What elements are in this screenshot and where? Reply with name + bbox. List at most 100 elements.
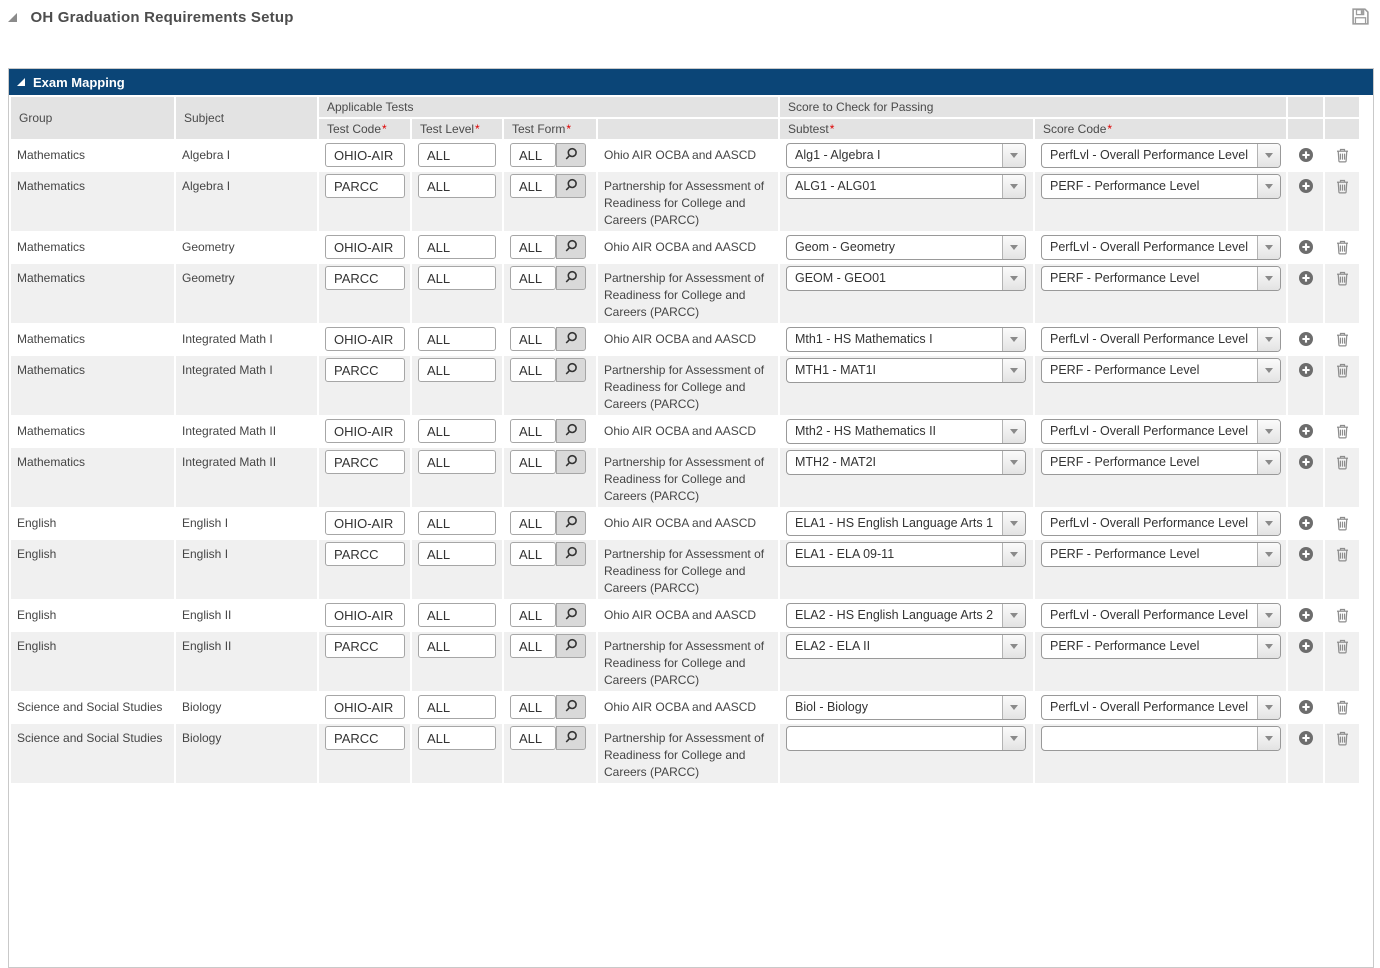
search-button[interactable] [556, 450, 586, 474]
test-level-input[interactable] [418, 634, 496, 658]
search-button[interactable] [556, 327, 586, 351]
search-button[interactable] [556, 695, 586, 719]
score-code-select[interactable]: PERF - Performance Level [1041, 266, 1281, 291]
add-row-icon[interactable] [1298, 638, 1314, 654]
delete-row-icon[interactable] [1335, 546, 1350, 562]
search-button[interactable] [556, 542, 586, 566]
add-row-icon[interactable] [1298, 270, 1314, 286]
test-level-input[interactable] [418, 695, 496, 719]
search-button[interactable] [556, 511, 586, 535]
test-form-input[interactable] [510, 358, 556, 382]
score-code-select[interactable]: PerfLvl - Overall Performance Level [1041, 143, 1281, 168]
subtest-select[interactable]: Mth2 - HS Mathematics II [786, 419, 1026, 444]
test-level-input[interactable] [418, 266, 496, 290]
test-code-input[interactable] [325, 174, 405, 198]
search-button[interactable] [556, 419, 586, 443]
test-code-input[interactable] [325, 266, 405, 290]
test-code-input[interactable] [325, 358, 405, 382]
subtest-select[interactable]: Alg1 - Algebra I [786, 143, 1026, 168]
test-form-input[interactable] [510, 174, 556, 198]
add-row-icon[interactable] [1298, 331, 1314, 347]
delete-row-icon[interactable] [1335, 147, 1350, 163]
search-button[interactable] [556, 634, 586, 658]
test-code-input[interactable] [325, 327, 405, 351]
delete-row-icon[interactable] [1335, 331, 1350, 347]
test-code-input[interactable] [325, 603, 405, 627]
test-code-input[interactable] [325, 634, 405, 658]
test-form-input[interactable] [510, 143, 556, 167]
score-code-select[interactable]: PERF - Performance Level [1041, 634, 1281, 659]
test-level-input[interactable] [418, 235, 496, 259]
test-level-input[interactable] [418, 174, 496, 198]
subtest-select[interactable]: Biol - Biology [786, 695, 1026, 720]
delete-row-icon[interactable] [1335, 178, 1350, 194]
add-row-icon[interactable] [1298, 607, 1314, 623]
subtest-select[interactable]: MTH2 - MAT2I [786, 450, 1026, 475]
subtest-select[interactable] [786, 726, 1026, 751]
test-code-input[interactable] [325, 726, 405, 750]
test-code-input[interactable] [325, 450, 405, 474]
add-row-icon[interactable] [1298, 239, 1314, 255]
test-code-input[interactable] [325, 695, 405, 719]
test-form-input[interactable] [510, 266, 556, 290]
search-button[interactable] [556, 174, 586, 198]
test-form-input[interactable] [510, 511, 556, 535]
test-level-input[interactable] [418, 542, 496, 566]
delete-row-icon[interactable] [1335, 607, 1350, 623]
add-row-icon[interactable] [1298, 699, 1314, 715]
add-row-icon[interactable] [1298, 454, 1314, 470]
test-code-input[interactable] [325, 542, 405, 566]
add-row-icon[interactable] [1298, 515, 1314, 531]
subtest-select[interactable]: MTH1 - MAT1I [786, 358, 1026, 383]
test-form-input[interactable] [510, 450, 556, 474]
delete-row-icon[interactable] [1335, 454, 1350, 470]
test-code-input[interactable] [325, 235, 405, 259]
test-form-input[interactable] [510, 419, 556, 443]
add-row-icon[interactable] [1298, 423, 1314, 439]
score-code-select[interactable]: PERF - Performance Level [1041, 542, 1281, 567]
subtest-select[interactable]: ELA1 - ELA 09-11 [786, 542, 1026, 567]
subtest-select[interactable]: Mth1 - HS Mathematics I [786, 327, 1026, 352]
score-code-select[interactable]: PerfLvl - Overall Performance Level [1041, 511, 1281, 536]
test-form-input[interactable] [510, 235, 556, 259]
exam-mapping-header[interactable]: Exam Mapping [9, 69, 1373, 95]
test-form-input[interactable] [510, 603, 556, 627]
test-level-input[interactable] [418, 603, 496, 627]
test-form-input[interactable] [510, 726, 556, 750]
subtest-select[interactable]: ELA2 - ELA II [786, 634, 1026, 659]
delete-row-icon[interactable] [1335, 423, 1350, 439]
test-form-input[interactable] [510, 327, 556, 351]
save-icon[interactable] [1351, 7, 1370, 26]
delete-row-icon[interactable] [1335, 515, 1350, 531]
test-level-input[interactable] [418, 450, 496, 474]
page-collapse-icon[interactable] [8, 13, 17, 23]
subtest-select[interactable]: Geom - Geometry [786, 235, 1026, 260]
search-button[interactable] [556, 358, 586, 382]
subtest-select[interactable]: ELA2 - HS English Language Arts 2 [786, 603, 1026, 628]
search-button[interactable] [556, 235, 586, 259]
delete-row-icon[interactable] [1335, 362, 1350, 378]
add-row-icon[interactable] [1298, 147, 1314, 163]
add-row-icon[interactable] [1298, 546, 1314, 562]
subtest-select[interactable]: ELA1 - HS English Language Arts 1 [786, 511, 1026, 536]
score-code-select[interactable]: PerfLvl - Overall Performance Level [1041, 235, 1281, 260]
test-form-input[interactable] [510, 695, 556, 719]
search-button[interactable] [556, 266, 586, 290]
test-level-input[interactable] [418, 358, 496, 382]
search-button[interactable] [556, 726, 586, 750]
delete-row-icon[interactable] [1335, 699, 1350, 715]
test-level-input[interactable] [418, 327, 496, 351]
score-code-select[interactable]: PerfLvl - Overall Performance Level [1041, 419, 1281, 444]
search-button[interactable] [556, 143, 586, 167]
delete-row-icon[interactable] [1335, 239, 1350, 255]
test-code-input[interactable] [325, 143, 405, 167]
subtest-select[interactable]: ALG1 - ALG01 [786, 174, 1026, 199]
score-code-select[interactable]: PERF - Performance Level [1041, 174, 1281, 199]
delete-row-icon[interactable] [1335, 730, 1350, 746]
test-level-input[interactable] [418, 511, 496, 535]
test-level-input[interactable] [418, 726, 496, 750]
test-code-input[interactable] [325, 511, 405, 535]
test-level-input[interactable] [418, 419, 496, 443]
score-code-select[interactable]: PerfLvl - Overall Performance Level [1041, 327, 1281, 352]
add-row-icon[interactable] [1298, 178, 1314, 194]
